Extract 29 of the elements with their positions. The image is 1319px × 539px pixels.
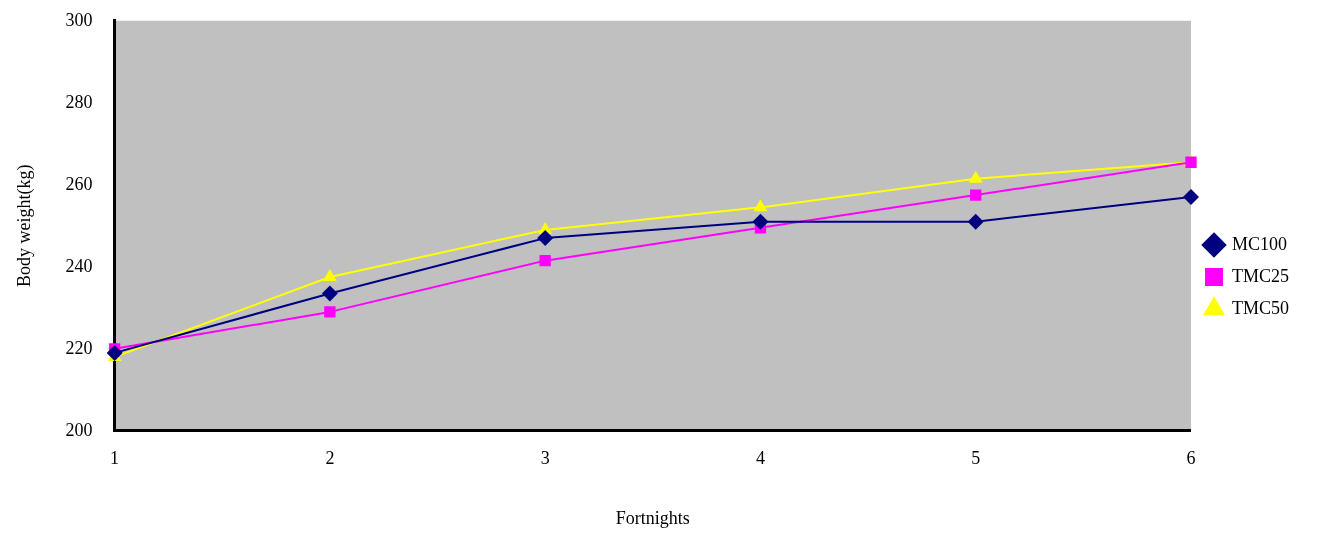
point xyxy=(752,213,769,230)
y-axis-title: Body weight(kg) xyxy=(13,164,35,288)
y-tick-label: 220 xyxy=(65,337,93,358)
point xyxy=(970,189,982,201)
y-tick-label: 260 xyxy=(65,173,93,194)
x-tick-label: 3 xyxy=(540,448,550,469)
legend-label: TMC25 xyxy=(1231,265,1290,286)
legend-label: TMC50 xyxy=(1231,297,1290,318)
point xyxy=(322,269,337,282)
y-tick-label: 300 xyxy=(65,9,93,30)
point xyxy=(539,254,551,267)
y-tick-label: 280 xyxy=(65,91,93,112)
point xyxy=(324,306,336,318)
point xyxy=(753,199,768,212)
y-tick-label: 200 xyxy=(65,419,93,440)
x-tick-label: 1 xyxy=(110,448,120,469)
point xyxy=(106,344,123,361)
point xyxy=(968,170,983,183)
x-tick-label: 4 xyxy=(755,448,765,469)
point xyxy=(967,213,984,230)
point xyxy=(537,230,554,247)
x-tick-label: 2 xyxy=(325,448,335,469)
legend-label: MC100 xyxy=(1231,233,1288,254)
point xyxy=(321,285,338,302)
point xyxy=(1182,189,1199,206)
x-tick-label: 6 xyxy=(1186,448,1196,469)
x-tick-label: 5 xyxy=(971,448,981,469)
x-axis-title: Fortnights xyxy=(615,507,690,528)
y-tick-label: 240 xyxy=(65,255,93,276)
